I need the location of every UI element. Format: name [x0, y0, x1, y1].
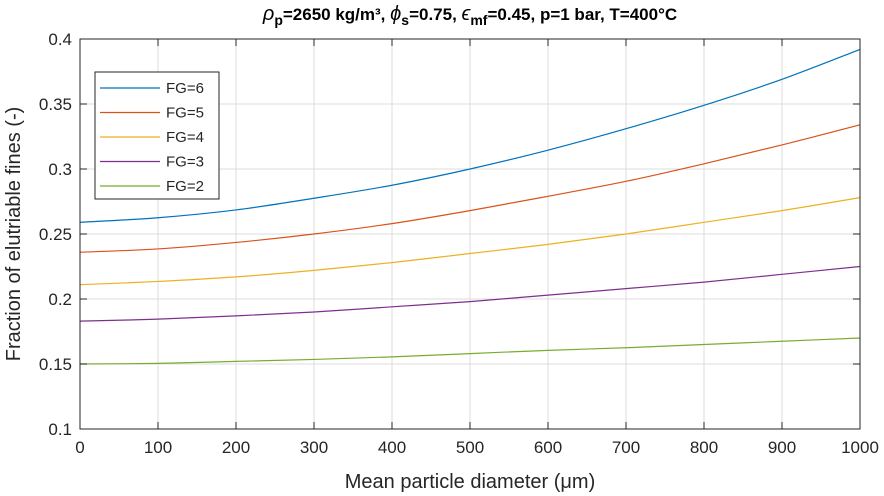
y-tick-labels: 0.1 0.15 0.2 0.25 0.3 0.35 0.4: [39, 30, 72, 439]
x-tick-label: 100: [144, 438, 172, 457]
x-tick-label: 200: [222, 438, 250, 457]
y-tick-label: 0.4: [48, 30, 72, 49]
legend: FG=6 FG=5 FG=4 FG=3 FG=2: [94, 71, 220, 200]
x-tick-label: 700: [612, 438, 640, 457]
y-tick-label: 0.1: [48, 420, 72, 439]
legend-label: FG=4: [166, 129, 204, 146]
x-tick-label: 500: [456, 438, 484, 457]
x-tick-label: 400: [378, 438, 406, 457]
x-tick-label: 900: [768, 438, 796, 457]
y-axis-label: Fraction of elutriable fines (-): [3, 107, 25, 362]
series-line-fg-3: [79, 265, 861, 322]
axis-ticks: [79, 38, 861, 430]
legend-label: FG=2: [166, 178, 204, 195]
legend-label: FG=6: [166, 80, 204, 97]
series-line-fg-4: [79, 197, 861, 286]
x-axis-label: Mean particle diameter (μm): [345, 471, 596, 493]
y-tick-label: 0.2: [48, 290, 72, 309]
series-line-fg-2: [79, 337, 861, 365]
series-line-fg-5: [79, 124, 861, 253]
legend-label: FG=5: [166, 105, 204, 122]
chart-title: ρp=2650 kg/m³, ϕs=0.75, ϵmf=0.45, p=1 ba…: [262, 3, 677, 28]
y-tick-label: 0.25: [39, 225, 72, 244]
legend-box: [94, 71, 220, 200]
x-tick-label: 300: [300, 438, 328, 457]
x-tick-label: 1000: [841, 438, 879, 457]
series-line-fg-6: [79, 48, 861, 223]
y-tick-label: 0.15: [39, 355, 72, 374]
x-tick-labels: 0 100 200 300 400 500 600 700 800 900 1000: [75, 438, 879, 457]
y-tick-label: 0.35: [39, 95, 72, 114]
legend-label: FG=3: [166, 154, 204, 171]
y-tick-label: 0.3: [48, 160, 72, 179]
x-tick-label: 600: [534, 438, 562, 457]
series-lines: [79, 48, 861, 365]
x-tick-label: 0: [75, 438, 84, 457]
x-tick-label: 800: [690, 438, 718, 457]
